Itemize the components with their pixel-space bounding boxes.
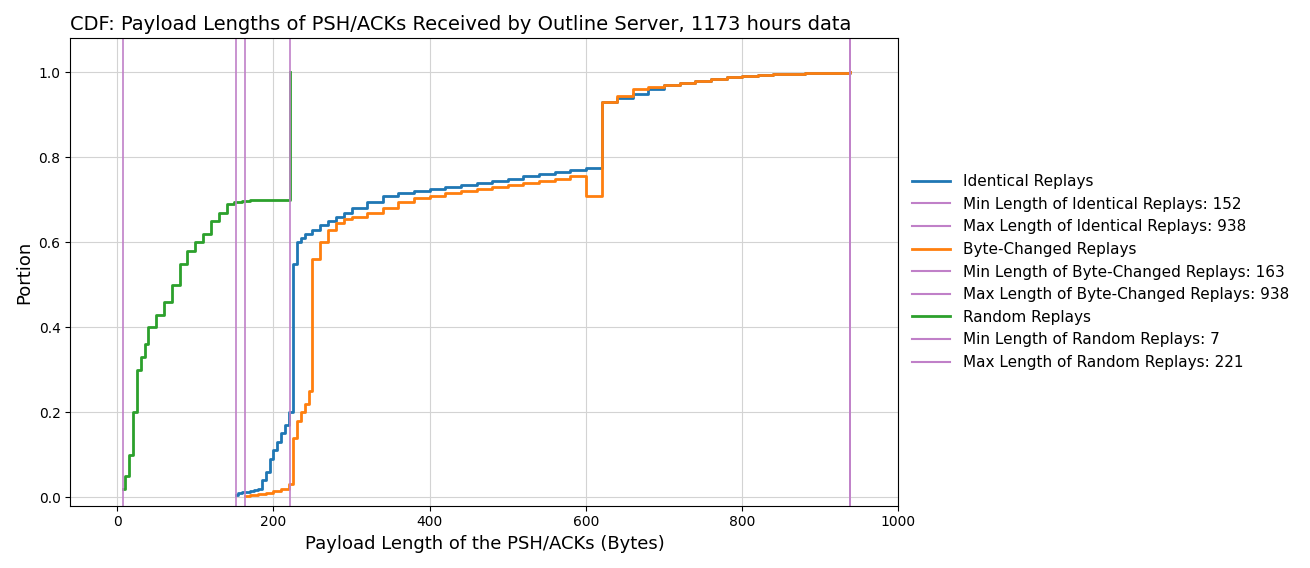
Random Replays bbox=[274, 197, 290, 203]
Byte-Changed Replays bbox=[438, 190, 453, 197]
Text: CDF: Payload Lengths of PSH/ACKs Received by Outline Server, 1173 hours data: CDF: Payload Lengths of PSH/ACKs Receive… bbox=[71, 15, 852, 34]
Random Replays bbox=[156, 298, 172, 305]
Random Replays bbox=[140, 324, 156, 331]
Byte-Changed Replays bbox=[305, 256, 321, 262]
Byte-Changed Replays bbox=[293, 409, 309, 416]
Byte-Changed Replays bbox=[301, 387, 317, 394]
Byte-Changed Replays bbox=[593, 99, 609, 106]
Random Replays bbox=[219, 201, 234, 207]
Line: Identical Replays: Identical Replays bbox=[236, 72, 850, 495]
Random Replays bbox=[172, 260, 187, 267]
Byte-Changed Replays bbox=[562, 173, 578, 180]
Byte-Changed Replays bbox=[282, 481, 297, 488]
Byte-Changed Replays bbox=[422, 192, 438, 199]
Random Replays bbox=[136, 341, 152, 348]
Random Replays bbox=[164, 281, 179, 288]
Byte-Changed Replays bbox=[266, 487, 282, 494]
Byte-Changed Replays bbox=[390, 198, 406, 205]
Byte-Changed Replays bbox=[258, 490, 274, 496]
Line: Byte-Changed Replays: Byte-Changed Replays bbox=[245, 72, 850, 496]
Random Replays bbox=[128, 366, 144, 373]
Random Replays bbox=[117, 473, 132, 479]
Byte-Changed Replays bbox=[546, 175, 562, 182]
Byte-Changed Replays bbox=[719, 74, 735, 81]
Y-axis label: Portion: Portion bbox=[14, 240, 33, 304]
Random Replays bbox=[132, 354, 148, 361]
Random Replays bbox=[242, 197, 258, 203]
Random Replays bbox=[266, 197, 282, 203]
Byte-Changed Replays bbox=[290, 417, 305, 424]
Byte-Changed Replays bbox=[485, 183, 500, 190]
Random Replays bbox=[282, 69, 297, 76]
Byte-Changed Replays bbox=[609, 92, 625, 99]
Identical Replays bbox=[234, 488, 250, 495]
Byte-Changed Replays bbox=[578, 192, 593, 199]
X-axis label: Payload Length of the PSH/ACKs (Bytes): Payload Length of the PSH/ACKs (Bytes) bbox=[304, 535, 664, 553]
Byte-Changed Replays bbox=[751, 72, 766, 79]
Byte-Changed Replays bbox=[812, 69, 828, 76]
Byte-Changed Replays bbox=[781, 70, 796, 77]
Identical Replays bbox=[343, 205, 359, 212]
Legend: Identical Replays, Min Length of Identical Replays: 152, Max Length of Identical: Identical Replays, Min Length of Identic… bbox=[907, 168, 1296, 376]
Byte-Changed Replays bbox=[297, 400, 313, 407]
Byte-Changed Replays bbox=[735, 73, 751, 80]
Byte-Changed Replays bbox=[328, 220, 343, 227]
Random Replays bbox=[211, 209, 227, 216]
Byte-Changed Replays bbox=[359, 209, 375, 216]
Byte-Changed Replays bbox=[237, 492, 253, 499]
Byte-Changed Replays bbox=[453, 188, 469, 195]
Random Replays bbox=[234, 197, 250, 204]
Identical Replays bbox=[842, 69, 858, 76]
Byte-Changed Replays bbox=[286, 435, 301, 441]
Identical Replays bbox=[578, 165, 593, 172]
Identical Replays bbox=[562, 166, 578, 173]
Byte-Changed Replays bbox=[274, 485, 290, 492]
Random Replays bbox=[121, 452, 136, 458]
Byte-Changed Replays bbox=[641, 84, 656, 91]
Byte-Changed Replays bbox=[688, 77, 703, 84]
Identical Replays bbox=[228, 492, 244, 499]
Line: Random Replays: Random Replays bbox=[123, 72, 290, 488]
Byte-Changed Replays bbox=[842, 69, 858, 76]
Random Replays bbox=[203, 218, 219, 224]
Byte-Changed Replays bbox=[765, 71, 781, 78]
Byte-Changed Replays bbox=[343, 214, 359, 220]
Byte-Changed Replays bbox=[516, 179, 532, 186]
Byte-Changed Replays bbox=[406, 194, 422, 201]
Byte-Changed Replays bbox=[672, 80, 688, 86]
Byte-Changed Replays bbox=[250, 491, 266, 498]
Byte-Changed Replays bbox=[532, 177, 548, 184]
Identical Replays bbox=[238, 488, 254, 495]
Random Replays bbox=[179, 248, 195, 254]
Byte-Changed Replays bbox=[796, 70, 812, 77]
Random Replays bbox=[148, 311, 164, 318]
Random Replays bbox=[187, 239, 203, 246]
Byte-Changed Replays bbox=[469, 186, 485, 193]
Random Replays bbox=[124, 409, 140, 416]
Random Replays bbox=[282, 197, 297, 203]
Byte-Changed Replays bbox=[500, 182, 516, 189]
Byte-Changed Replays bbox=[375, 205, 390, 212]
Identical Replays bbox=[286, 260, 301, 267]
Byte-Changed Replays bbox=[320, 226, 335, 233]
Random Replays bbox=[250, 197, 266, 203]
Byte-Changed Replays bbox=[242, 492, 258, 499]
Byte-Changed Replays bbox=[313, 239, 329, 246]
Byte-Changed Replays bbox=[625, 86, 641, 93]
Byte-Changed Replays bbox=[335, 215, 351, 222]
Random Replays bbox=[195, 231, 211, 237]
Byte-Changed Replays bbox=[828, 69, 844, 76]
Random Replays bbox=[115, 485, 131, 492]
Random Replays bbox=[227, 198, 242, 205]
Random Replays bbox=[258, 197, 274, 203]
Byte-Changed Replays bbox=[656, 82, 672, 89]
Byte-Changed Replays bbox=[703, 76, 719, 82]
